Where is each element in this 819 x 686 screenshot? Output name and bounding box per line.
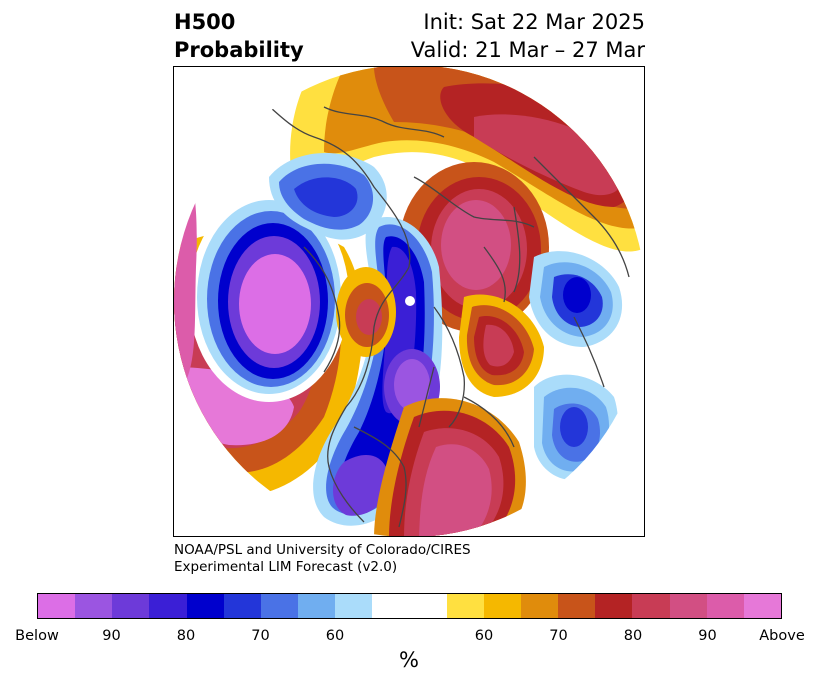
map-frame (173, 66, 645, 537)
above-region-west-central (336, 267, 396, 357)
below-region-west (189, 192, 349, 402)
colorbar-segment-above-1 (483, 594, 522, 618)
colorbar-segment-below-2 (112, 594, 150, 618)
colorbar-unit-label: % (399, 648, 419, 672)
colorbar-segment-below-5 (223, 594, 261, 618)
above-region-east (459, 294, 544, 397)
colorbar-segment-below-0 (38, 594, 76, 618)
colorbar-tick-label: 80 (176, 628, 196, 644)
credit-line-2: Experimental LIM Forecast (v2.0) (174, 559, 398, 575)
init-date: Init: Sat 22 Mar 2025 (423, 10, 645, 34)
north-pole-marker (405, 296, 415, 306)
colorbar-segment-above-5 (632, 594, 670, 618)
coastlines-borders (233, 76, 630, 528)
below-region-east (529, 251, 623, 347)
title-variable: H500 (174, 10, 236, 34)
colorbar-tick-label: 80 (623, 628, 643, 644)
colorbar-segment-above-0 (446, 594, 484, 618)
colorbar-segment-below-4 (186, 594, 224, 618)
colorbar-segment-neutral (372, 594, 447, 618)
colorbar-segment-below-8 (335, 594, 373, 618)
colorbar-tick-label: 90 (102, 628, 121, 644)
colorbar-segment-below-7 (298, 594, 336, 618)
polar-probability-map (174, 67, 644, 536)
colorbar-tick-label: 60 (474, 628, 494, 644)
below-region-southeast (534, 374, 618, 481)
colorbar-segment-below-3 (149, 594, 187, 618)
below-region-northwest (269, 153, 387, 240)
below-region-central (313, 217, 443, 526)
colorbar-tick-label: 60 (325, 628, 345, 644)
colorbar-segment-above-4 (595, 594, 633, 618)
credit-text: NOAA/PSL and University of Colorado/CIRE… (174, 542, 471, 576)
colorbar-segment-above-6 (669, 594, 707, 618)
colorbar-segment-above-2 (521, 594, 559, 618)
credit-line-1: NOAA/PSL and University of Colorado/CIRE… (174, 542, 471, 558)
above-region-southeast (374, 398, 526, 536)
colorbar-tick-label: Above (759, 628, 805, 644)
valid-range: Valid: 21 Mar – 27 Mar (410, 38, 645, 62)
title-left: H500 Probability (174, 8, 304, 64)
colorbar-segment-below-1 (75, 594, 113, 618)
title-right: Init: Sat 22 Mar 2025 Valid: 21 Mar – 27… (411, 8, 645, 64)
colorbar-tick-label: 70 (549, 628, 568, 644)
colorbar-tick-label: 70 (251, 628, 270, 644)
title-product: Probability (174, 38, 304, 62)
colorbar-tick-label: Below (15, 628, 59, 644)
colorbar-tick-label: 90 (698, 628, 717, 644)
colorbar-segment-above-8 (743, 594, 782, 618)
colorbar-segment-above-3 (558, 594, 596, 618)
colorbar-segment-above-7 (706, 594, 744, 618)
colorbar-segment-below-6 (260, 594, 299, 618)
colorbar (37, 593, 782, 619)
